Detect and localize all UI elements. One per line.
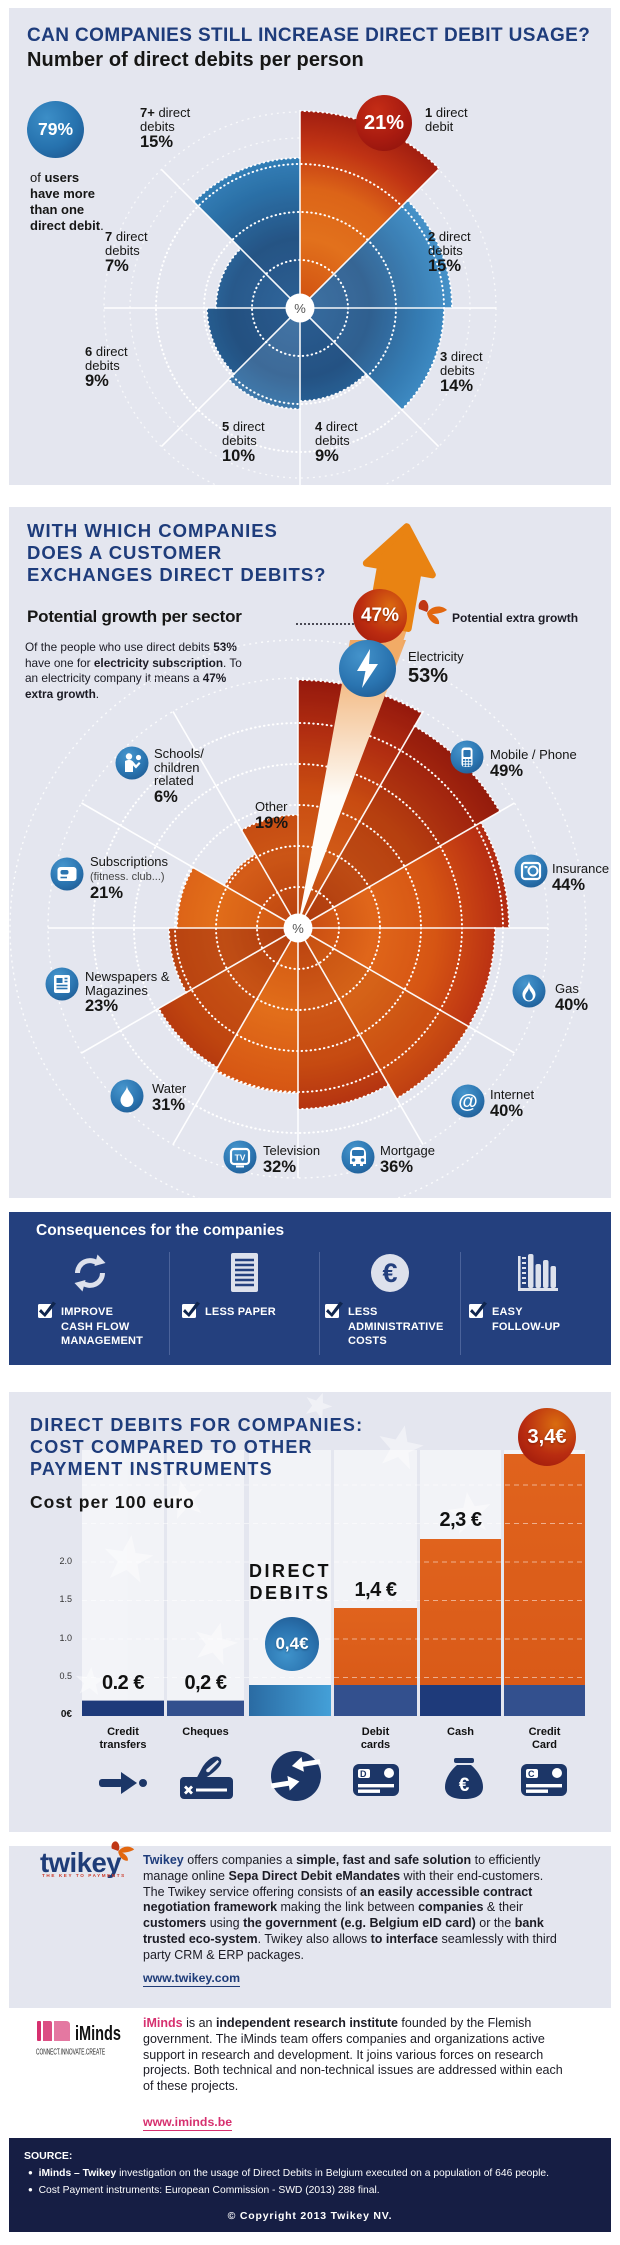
svg-text:%: % [292, 921, 304, 936]
svg-text:C: C [528, 1769, 535, 1779]
svg-text:%: % [294, 301, 306, 316]
svg-text:@: @ [458, 1091, 478, 1113]
svg-text:iMinds: iMinds [75, 2023, 121, 2045]
svg-text:D: D [360, 1769, 367, 1779]
svg-text:€: € [382, 1258, 397, 1288]
svg-text:TV: TV [235, 1153, 246, 1163]
svg-text:€: € [459, 1775, 470, 1796]
